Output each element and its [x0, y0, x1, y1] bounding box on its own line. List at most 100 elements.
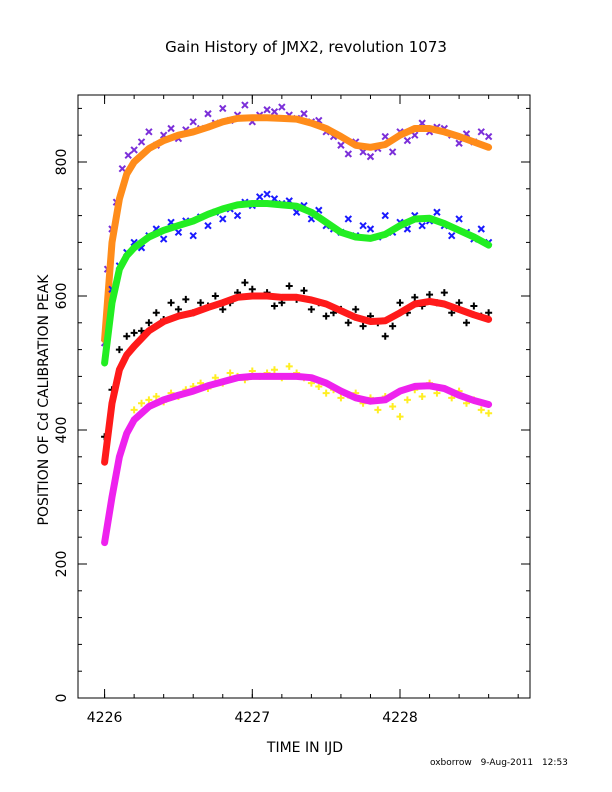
- fit-point: [382, 231, 389, 238]
- x-tick-label: 4227: [234, 710, 270, 726]
- data-point: [138, 327, 146, 335]
- fit-point: [485, 144, 492, 151]
- fit-point: [249, 293, 256, 299]
- plot-area: [100, 101, 493, 547]
- fit-point: [234, 115, 241, 122]
- fit-point: [108, 494, 115, 500]
- data-point: [403, 396, 411, 404]
- data-point: [130, 406, 138, 414]
- fit-point: [131, 159, 138, 165]
- fit-point: [441, 385, 448, 392]
- fit-point: [278, 201, 285, 208]
- data-point: [418, 393, 426, 400]
- fit-point: [175, 222, 182, 229]
- fit-point: [456, 306, 463, 313]
- fit-point: [108, 299, 115, 306]
- series-7: [101, 372, 493, 547]
- series-1: [101, 114, 493, 344]
- fit-point: [204, 382, 211, 389]
- fit-point: [204, 124, 211, 131]
- data-point: [396, 299, 404, 307]
- data-point: [381, 132, 389, 141]
- fit-point: [108, 400, 115, 407]
- data-point: [189, 118, 197, 126]
- fit-point: [131, 343, 138, 350]
- y-tick-label: 600: [54, 283, 70, 310]
- data-point: [485, 309, 493, 317]
- data-point: [344, 215, 353, 223]
- data-point: [352, 305, 360, 313]
- fit-point: [367, 235, 374, 242]
- fit-point: [470, 234, 477, 241]
- axes: 4226 4227 4228 0 200 400 600 800: [54, 95, 530, 726]
- fit-point: [131, 416, 138, 423]
- footer-time: 12:53: [541, 758, 568, 768]
- fit-point: [123, 171, 130, 178]
- fit-point: [160, 396, 167, 403]
- fit-point: [485, 242, 492, 249]
- data-point: [285, 362, 293, 370]
- data-point: [138, 399, 146, 407]
- fit-point: [485, 401, 492, 408]
- fit-point: [352, 234, 359, 241]
- fit-point: [323, 380, 330, 387]
- fit-point: [175, 313, 182, 320]
- fit-point: [308, 209, 315, 216]
- data-point: [433, 208, 441, 216]
- data-point: [182, 295, 190, 303]
- data-point: [152, 309, 160, 317]
- data-point: [337, 141, 345, 149]
- data-point: [477, 225, 485, 233]
- fit-point: [426, 382, 433, 389]
- data-point: [123, 332, 131, 340]
- fit-point: [293, 373, 300, 380]
- fit-point: [160, 318, 167, 325]
- data-point: [448, 231, 456, 240]
- fit-point: [145, 403, 152, 410]
- data-point: [204, 110, 212, 118]
- data-point: [270, 366, 278, 374]
- fit-point: [426, 215, 433, 222]
- data-point: [366, 225, 375, 233]
- data-point: [118, 164, 127, 173]
- data-point: [433, 389, 441, 397]
- y-tick-label: 400: [54, 417, 70, 444]
- fit-point: [382, 141, 389, 148]
- data-point: [255, 193, 264, 201]
- fit-point: [293, 116, 300, 123]
- data-point: [174, 228, 183, 237]
- fit-point: [411, 383, 418, 390]
- fit-point: [337, 307, 344, 314]
- fit-point: [470, 138, 477, 145]
- data-point: [263, 106, 271, 114]
- fit-point: [352, 142, 359, 149]
- data-point: [197, 299, 205, 307]
- fit-point: [308, 297, 315, 304]
- fit-point: [219, 205, 226, 212]
- data-point: [124, 151, 132, 160]
- data-point: [359, 322, 367, 330]
- data-point: [263, 190, 271, 198]
- data-point: [159, 235, 168, 243]
- fit-point: [293, 203, 300, 210]
- fit-point: [456, 392, 463, 399]
- fit-point: [426, 125, 433, 132]
- fit-point: [308, 120, 315, 127]
- fit-point: [470, 397, 477, 404]
- fit-point: [470, 311, 477, 318]
- data-point: [233, 211, 242, 220]
- y-tick-label: 800: [54, 149, 70, 176]
- data-point: [426, 291, 434, 299]
- fit-point: [264, 293, 271, 299]
- fit-point: [278, 373, 285, 380]
- data-point: [381, 211, 389, 220]
- x-axis-label: TIME IN IJD: [266, 740, 343, 756]
- data-point: [278, 103, 286, 111]
- data-point: [344, 150, 353, 158]
- series-3: [101, 200, 493, 367]
- fit-point: [397, 132, 404, 139]
- data-point: [152, 393, 160, 400]
- y-tick-label: 0: [54, 694, 70, 703]
- data-point: [285, 282, 293, 290]
- fit-point: [397, 388, 404, 395]
